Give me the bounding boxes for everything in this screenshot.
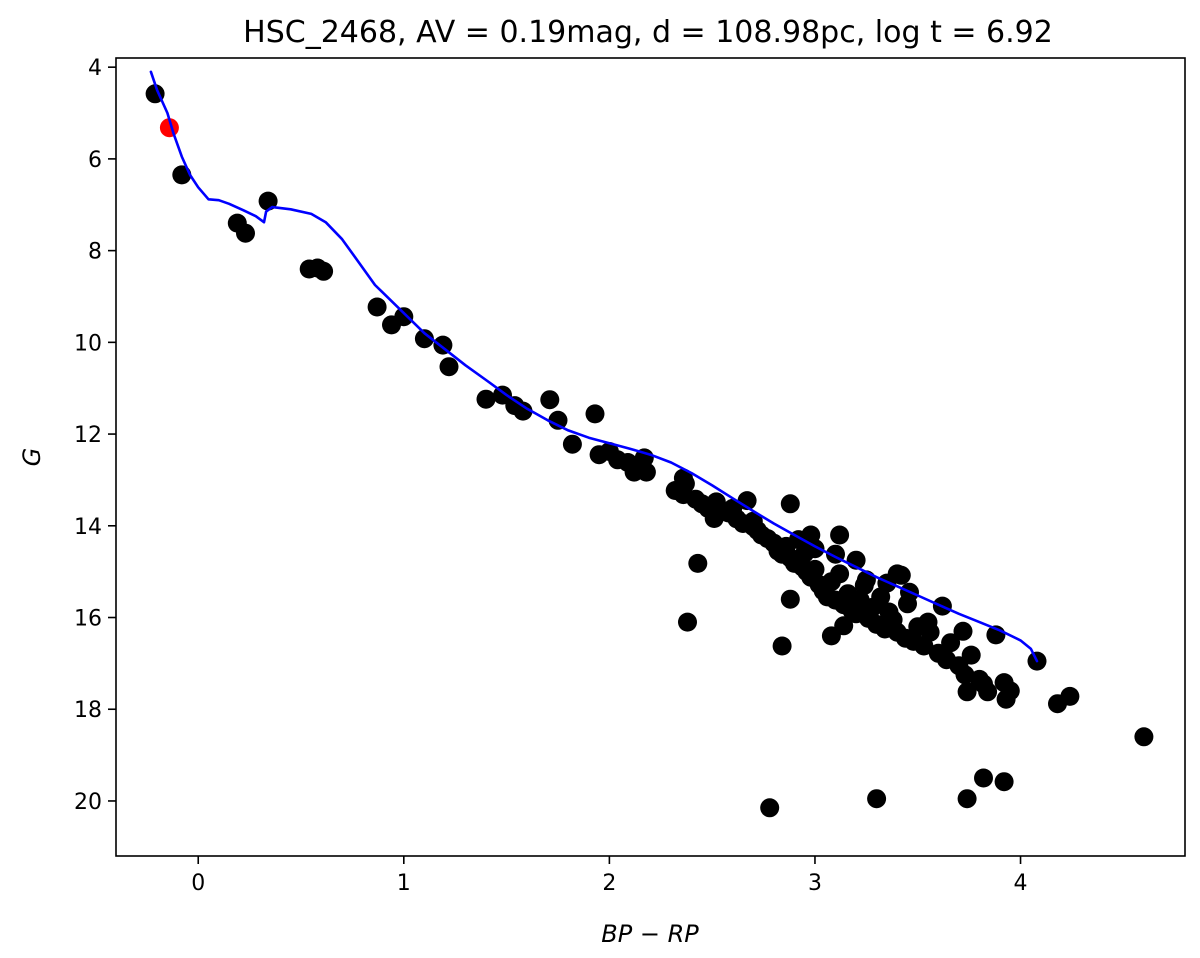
- member-star-point: [805, 559, 825, 579]
- member-star-point: [678, 612, 697, 632]
- member-star-point: [994, 772, 1014, 792]
- member-star-point: [955, 665, 975, 685]
- x-tick-label: 0: [191, 871, 205, 896]
- member-star-point: [974, 768, 993, 788]
- y-tick-label: 18: [74, 698, 102, 723]
- y-tick-label: 6: [88, 148, 102, 173]
- member-star-point: [795, 543, 815, 563]
- member-star-point: [867, 789, 887, 809]
- member-star-point: [258, 191, 278, 211]
- member-star-point: [314, 261, 334, 281]
- member-star-point: [367, 297, 387, 317]
- member-star-point: [723, 498, 743, 518]
- member-star-point: [961, 645, 981, 665]
- member-star-point: [706, 492, 726, 512]
- member-star-point: [236, 223, 255, 243]
- member-star-point: [941, 633, 961, 653]
- member-star-point: [957, 789, 977, 809]
- y-tick-label: 14: [74, 515, 102, 540]
- y-tick-label: 20: [74, 790, 102, 815]
- member-star-point: [172, 165, 192, 185]
- member-star-point: [562, 434, 582, 454]
- y-tick-label: 4: [88, 56, 102, 81]
- member-star-point: [898, 594, 917, 614]
- member-star-point: [1060, 686, 1080, 706]
- member-star-point: [780, 494, 800, 514]
- member-star-point: [830, 564, 850, 584]
- x-tick-label: 1: [397, 871, 411, 896]
- member-star-point: [834, 616, 854, 636]
- x-tick-label: 2: [602, 871, 616, 896]
- y-tick-label: 16: [74, 607, 102, 632]
- member-star-point: [978, 682, 998, 702]
- member-star-point: [548, 410, 568, 430]
- member-star-point: [830, 525, 850, 545]
- member-star-point: [760, 798, 780, 818]
- member-star-point: [780, 589, 800, 609]
- x-tick-label: 3: [808, 871, 822, 896]
- member-star-point: [918, 612, 938, 632]
- member-star-point: [688, 553, 708, 573]
- member-star-point: [476, 389, 496, 409]
- y-tick-label: 8: [88, 240, 102, 265]
- member-star-point: [540, 390, 560, 410]
- member-star-point: [743, 511, 763, 531]
- y-axis-label: G: [18, 448, 46, 467]
- member-star-point: [585, 404, 605, 424]
- plot-layer: [145, 70, 1154, 818]
- member-star-point: [513, 401, 533, 421]
- chart-title: HSC_2468, AV = 0.19mag, d = 108.98pc, lo…: [243, 15, 1053, 50]
- y-tick-label: 12: [74, 423, 102, 448]
- member-star-point: [957, 682, 977, 702]
- plot-frame: [115, 57, 1186, 857]
- y-tick-label: 10: [74, 331, 102, 356]
- member-star-point: [414, 329, 434, 349]
- member-star-point: [439, 357, 459, 377]
- member-star-point: [772, 636, 792, 656]
- member-star-point: [636, 462, 656, 482]
- member-star-point: [953, 621, 973, 641]
- member-star-point: [394, 307, 414, 327]
- member-star-point: [1000, 681, 1020, 701]
- member-star-point: [673, 468, 693, 488]
- x-axis-label: BP − RP: [601, 920, 699, 948]
- x-tick-label: 4: [1014, 871, 1028, 896]
- isochrone-line: [149, 70, 1039, 663]
- member-star-point: [1134, 727, 1154, 747]
